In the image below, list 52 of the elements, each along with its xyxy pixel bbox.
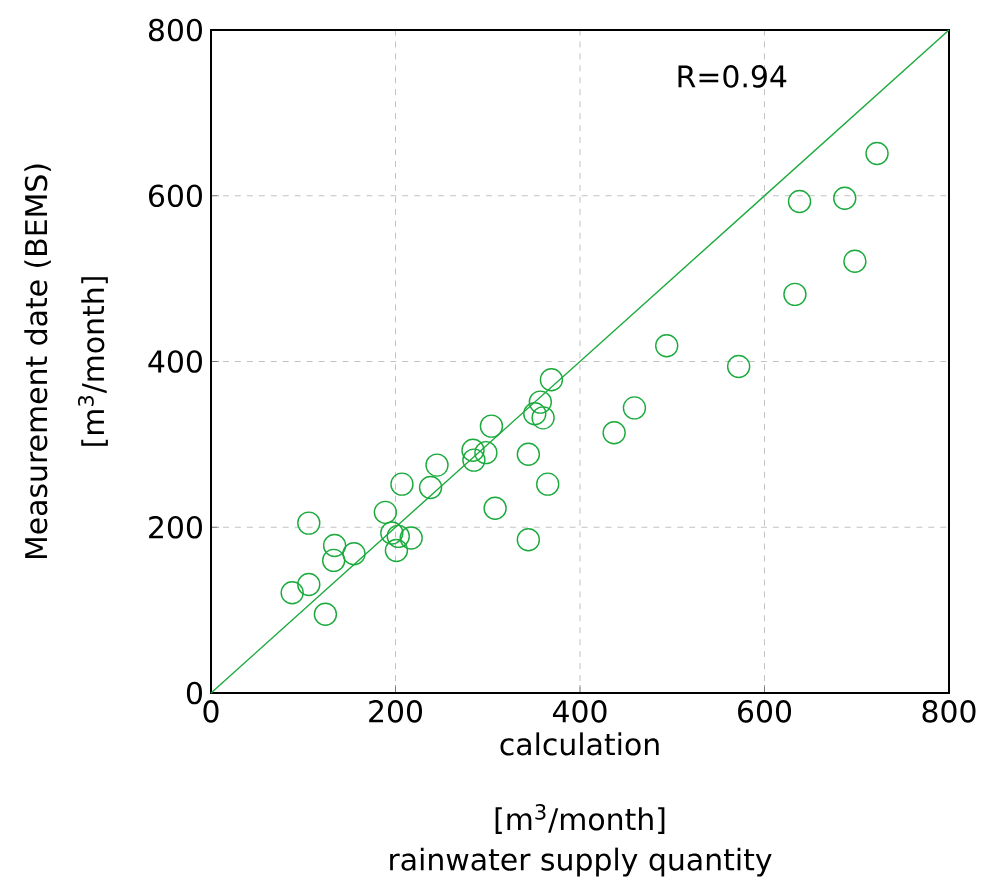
y-tick-label: 400: [148, 350, 202, 373]
point: [531, 406, 555, 430]
annotation: R=0.94: [678, 65, 787, 88]
point: [539, 368, 564, 392]
point: [462, 448, 486, 472]
point: [342, 542, 366, 566]
x-tick-label: 0: [203, 700, 219, 723]
point: [479, 414, 504, 438]
x-tick-label: 400: [552, 700, 607, 723]
text: [m$^{3}$/month]: [495, 804, 665, 834]
point: [297, 572, 321, 597]
point: [390, 472, 414, 496]
point: [373, 500, 398, 525]
point: [297, 511, 321, 535]
text: [m$^{3}$/month]: [77, 277, 108, 446]
x-tick-label: 800: [922, 700, 976, 723]
x-axis-title: calculation: [500, 732, 659, 756]
point: [483, 496, 507, 520]
point: [843, 249, 867, 273]
y-tick-label: 600: [149, 184, 202, 208]
point: [787, 189, 812, 214]
y-tick-label: 800: [148, 18, 202, 42]
point: [386, 524, 410, 549]
point: [384, 538, 409, 563]
point: [833, 186, 857, 210]
point: [313, 602, 338, 626]
point: [418, 475, 443, 500]
x-tick-label: 600: [738, 700, 792, 723]
point: [622, 396, 647, 420]
point: [474, 440, 498, 465]
point: [280, 581, 304, 605]
point: [399, 526, 423, 550]
point: [536, 472, 560, 496]
y-tick-label: 200: [149, 515, 202, 539]
point: [516, 442, 541, 467]
point: [322, 533, 347, 558]
text: rainwater supply quantity: [390, 847, 772, 877]
point: [461, 438, 485, 462]
point: [783, 282, 807, 307]
point: [865, 141, 889, 166]
point: [523, 402, 547, 426]
point: [528, 390, 553, 414]
y-axis-title: Measurement date (BEMS): [24, 164, 51, 559]
point: [321, 548, 346, 573]
point: [516, 527, 541, 552]
point: [726, 354, 751, 379]
point: [602, 421, 626, 445]
y-tick-label: 0: [186, 681, 202, 705]
point: [655, 334, 679, 358]
x-tick-label: 200: [369, 700, 423, 723]
point: [380, 521, 404, 545]
point: [425, 453, 449, 477]
